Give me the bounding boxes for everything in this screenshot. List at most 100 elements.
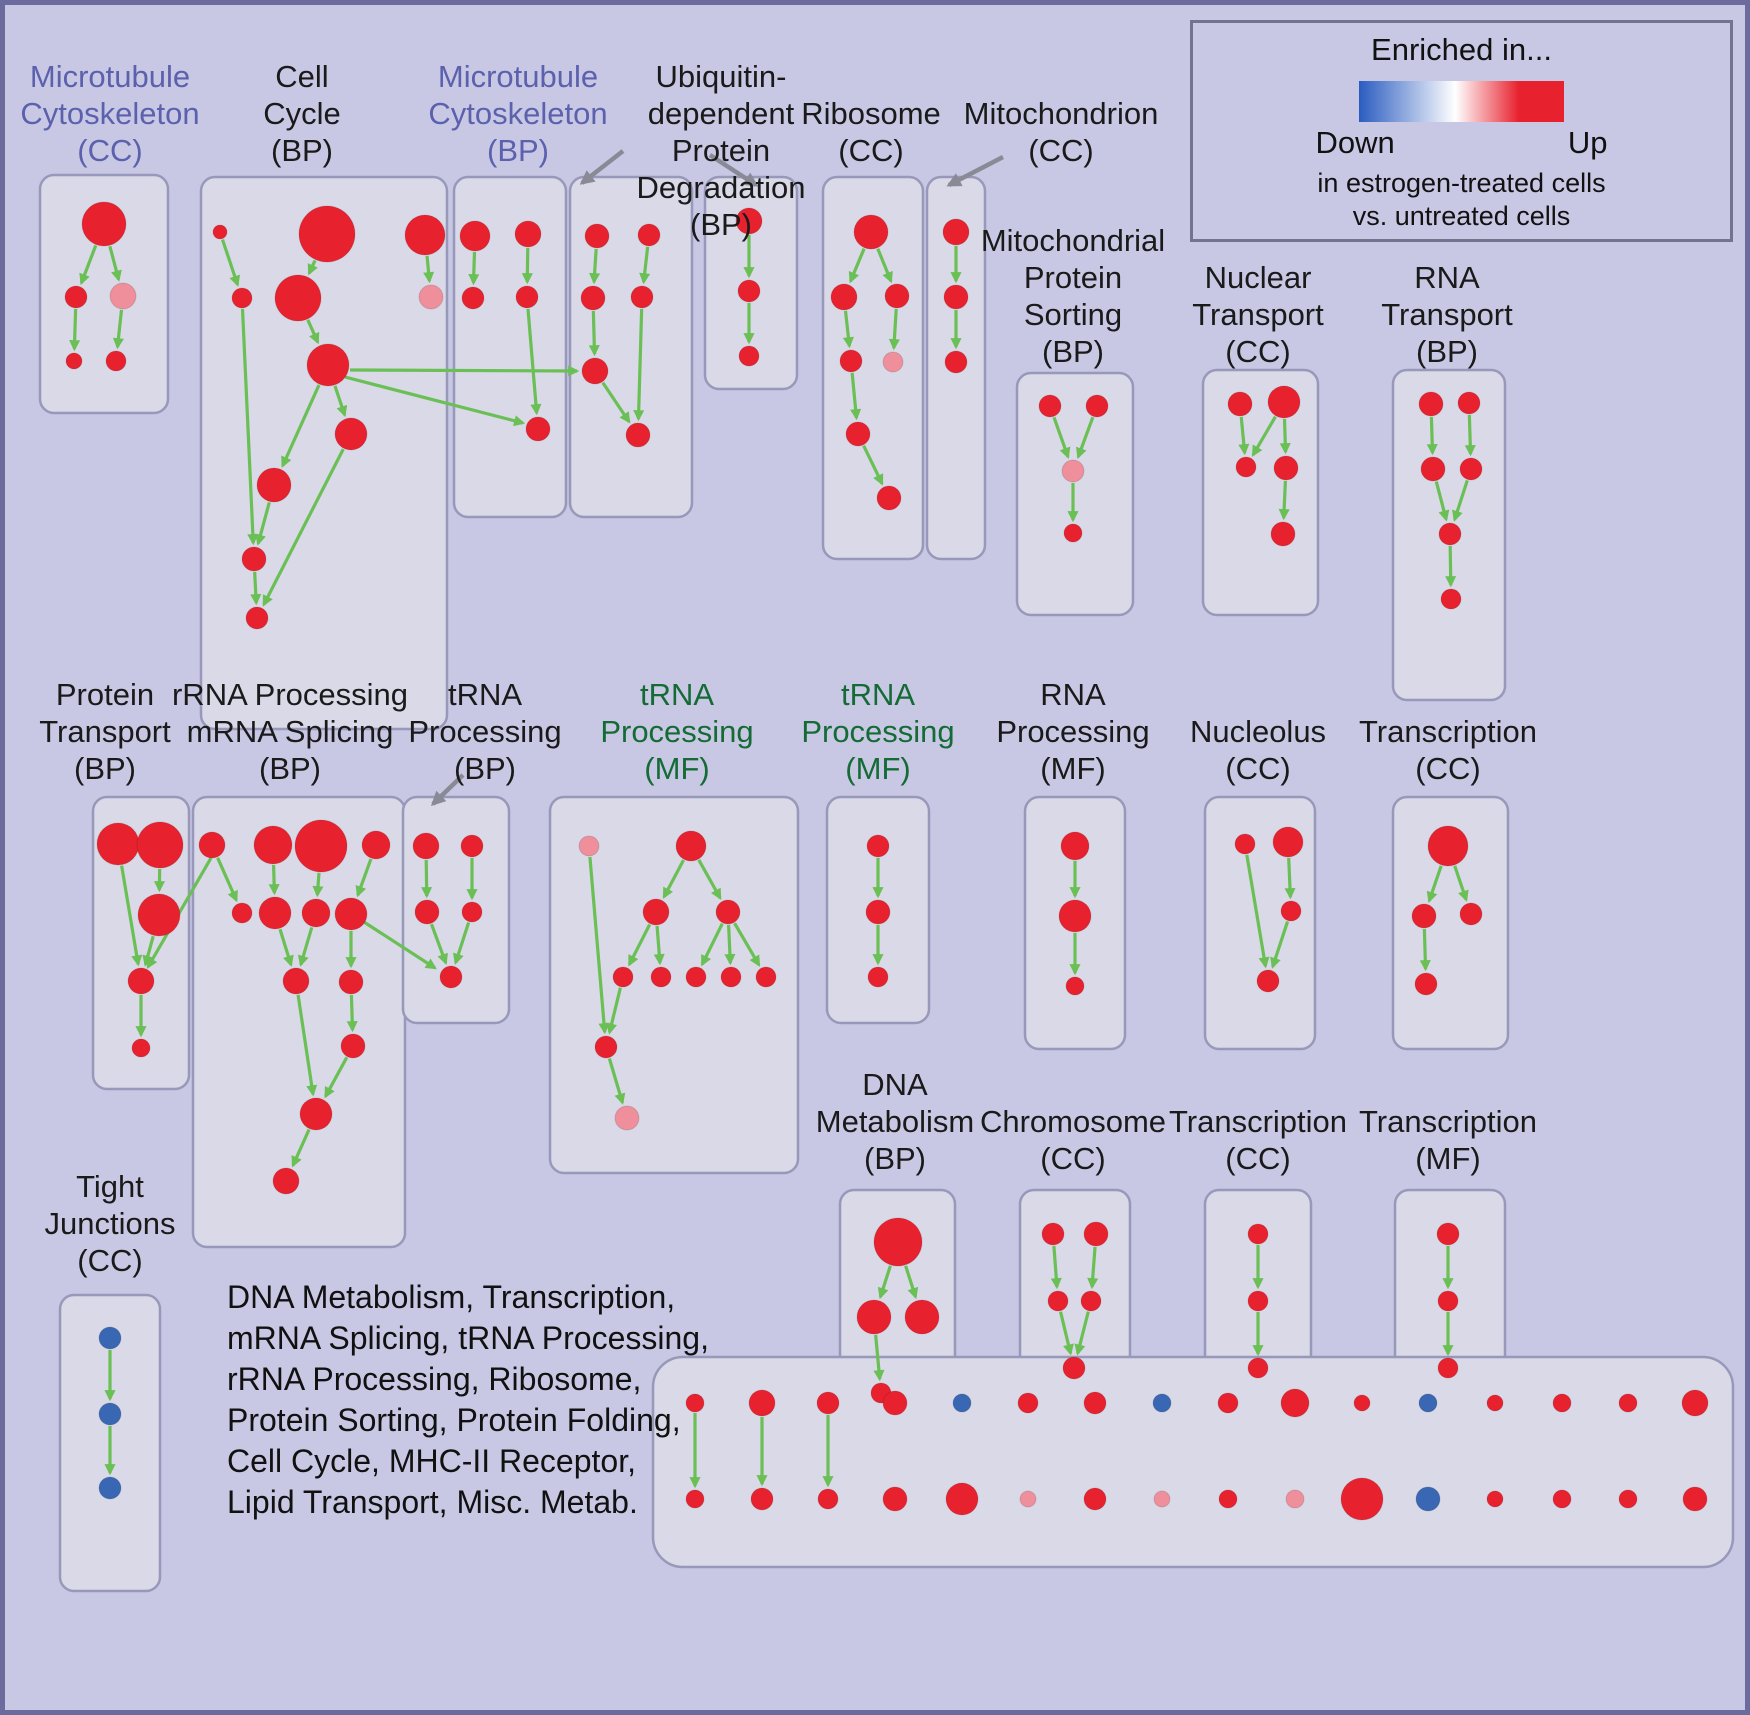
node <box>1682 1486 1708 1512</box>
node <box>105 350 127 372</box>
node <box>1085 394 1109 418</box>
node <box>241 546 267 572</box>
group-label-trna-processing-mf-1: tRNA Processing (MF) <box>600 677 753 786</box>
edge <box>842 310 854 349</box>
edge <box>306 319 320 345</box>
legend-down-label: Down <box>1315 125 1395 160</box>
edge <box>1251 415 1277 457</box>
edge <box>1426 865 1443 903</box>
node <box>298 205 356 263</box>
edge <box>1434 481 1450 522</box>
node <box>525 416 551 442</box>
node <box>612 966 634 988</box>
node <box>735 207 763 235</box>
group-label-nuclear-transport-cc: Nuclear Transport (CC) <box>1192 260 1324 369</box>
node <box>256 467 292 503</box>
node <box>137 893 181 937</box>
node <box>685 1489 705 1509</box>
node <box>1681 1389 1709 1417</box>
node <box>1618 1489 1638 1509</box>
node <box>231 287 253 309</box>
node <box>1552 1489 1572 1509</box>
node <box>625 422 651 448</box>
group-label-transcription-cc-b: Transcription (CC) <box>1169 1104 1347 1176</box>
node <box>817 1488 839 1510</box>
node <box>334 897 368 931</box>
group-label-ribosome-cc: Ribosome (CC) <box>801 96 941 168</box>
node <box>1218 1489 1238 1509</box>
node <box>65 352 83 370</box>
misc-line-2: mRNA Splicing, tRNA Processing, <box>227 1320 709 1356</box>
node <box>1017 1392 1039 1414</box>
node <box>748 1389 776 1417</box>
node <box>1437 1357 1459 1379</box>
node <box>299 1097 333 1131</box>
node <box>1272 826 1304 858</box>
node <box>245 606 269 630</box>
node <box>637 223 661 247</box>
node <box>212 224 228 240</box>
group-box-ubiquitin-dependent-protein-degradation-bp <box>568 175 694 519</box>
edge <box>297 926 314 967</box>
node <box>1438 522 1462 546</box>
edge <box>697 859 722 900</box>
group-label-chromosome-cc: Chromosome (CC) <box>980 1104 1166 1176</box>
node <box>272 1167 300 1195</box>
edge <box>588 310 600 357</box>
node <box>1152 1393 1172 1413</box>
node <box>1080 1290 1102 1312</box>
node <box>1247 1290 1269 1312</box>
group-box-protein-transport-bp <box>91 795 191 1091</box>
edge <box>1464 414 1476 457</box>
node <box>675 830 707 862</box>
node <box>439 965 463 989</box>
group-box-mitochondrial-protein-sorting-bp <box>1015 371 1135 617</box>
edge <box>1419 928 1431 972</box>
node <box>1440 588 1462 610</box>
group-label-transcription-mf: Transcription (MF) <box>1359 1104 1537 1176</box>
edge <box>662 859 685 899</box>
node <box>642 898 670 926</box>
label-pointer-arrow <box>579 149 625 185</box>
node <box>515 285 539 309</box>
node <box>98 1402 122 1426</box>
cross-group-edge <box>349 365 580 377</box>
label-pointer-arrow <box>430 773 465 807</box>
node <box>1552 1393 1572 1413</box>
group-label-rna-transport-bp: RNA Transport (BP) <box>1381 260 1513 369</box>
node <box>96 822 140 866</box>
edge <box>653 925 665 966</box>
edge <box>324 1056 349 1099</box>
edge <box>355 858 373 898</box>
node <box>1486 1490 1504 1508</box>
edge <box>221 239 241 287</box>
group-label-ubiquitin-dependent-protein-degradation-bp: Ubiquitin-dependent Protein Degradation (BP… <box>637 59 806 242</box>
node <box>1340 1477 1384 1521</box>
edge <box>108 245 122 282</box>
edge <box>278 928 294 967</box>
node <box>584 223 610 249</box>
misc-line-5: Cell Cycle, MHC-II Receptor, <box>227 1443 636 1479</box>
edge <box>468 251 480 286</box>
node <box>1273 455 1299 481</box>
edge <box>700 922 724 967</box>
node <box>64 285 88 309</box>
node <box>1247 1223 1269 1245</box>
node <box>1041 1222 1065 1246</box>
edge <box>1052 416 1071 459</box>
edge <box>1284 857 1296 900</box>
edge <box>1426 416 1438 456</box>
group-label-mitochondrion-cc: Mitochondrion (CC) <box>964 96 1159 168</box>
node <box>944 350 968 374</box>
node <box>1019 1490 1037 1508</box>
node <box>1083 1221 1109 1247</box>
node <box>1280 1388 1310 1418</box>
edge <box>1050 1245 1062 1290</box>
legend-gradient-bar <box>1359 81 1564 122</box>
node <box>865 899 891 925</box>
node <box>737 279 761 303</box>
node <box>334 417 368 451</box>
node <box>414 899 440 925</box>
edge <box>1279 418 1291 455</box>
